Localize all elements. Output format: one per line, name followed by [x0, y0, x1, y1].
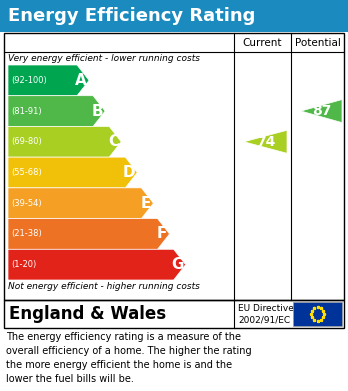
Text: G: G — [171, 257, 184, 272]
Bar — [293, 302, 342, 326]
Text: 74: 74 — [256, 135, 275, 149]
Text: D: D — [123, 165, 135, 180]
Polygon shape — [8, 157, 137, 188]
Text: EU Directive
2002/91/EC: EU Directive 2002/91/EC — [238, 304, 294, 324]
Text: B: B — [92, 104, 103, 118]
Polygon shape — [244, 130, 287, 153]
Text: Very energy efficient - lower running costs: Very energy efficient - lower running co… — [8, 54, 200, 63]
Polygon shape — [8, 219, 169, 249]
Text: Current: Current — [243, 38, 282, 47]
Bar — [4, 300, 344, 328]
Polygon shape — [8, 126, 121, 157]
Text: (92-100): (92-100) — [11, 76, 47, 85]
Text: (55-68): (55-68) — [11, 168, 42, 177]
Text: (69-80): (69-80) — [11, 137, 42, 146]
Text: (21-38): (21-38) — [11, 230, 42, 239]
Bar — [0, 0, 348, 32]
Polygon shape — [8, 249, 185, 280]
Text: C: C — [108, 134, 119, 149]
Text: England & Wales: England & Wales — [9, 305, 166, 323]
Polygon shape — [301, 100, 342, 123]
Text: E: E — [141, 196, 151, 211]
Bar — [4, 33, 344, 300]
Text: Not energy efficient - higher running costs: Not energy efficient - higher running co… — [8, 282, 200, 291]
Text: Potential: Potential — [294, 38, 340, 47]
Text: (1-20): (1-20) — [11, 260, 36, 269]
Text: Energy Efficiency Rating: Energy Efficiency Rating — [8, 7, 255, 25]
Text: 87: 87 — [312, 104, 331, 118]
Polygon shape — [8, 188, 153, 219]
Text: (39-54): (39-54) — [11, 199, 42, 208]
Text: F: F — [157, 226, 167, 241]
Text: The energy efficiency rating is a measure of the
overall efficiency of a home. T: The energy efficiency rating is a measur… — [6, 332, 252, 384]
Polygon shape — [8, 96, 105, 126]
Polygon shape — [8, 65, 89, 96]
Text: A: A — [75, 73, 87, 88]
Text: (81-91): (81-91) — [11, 107, 42, 116]
